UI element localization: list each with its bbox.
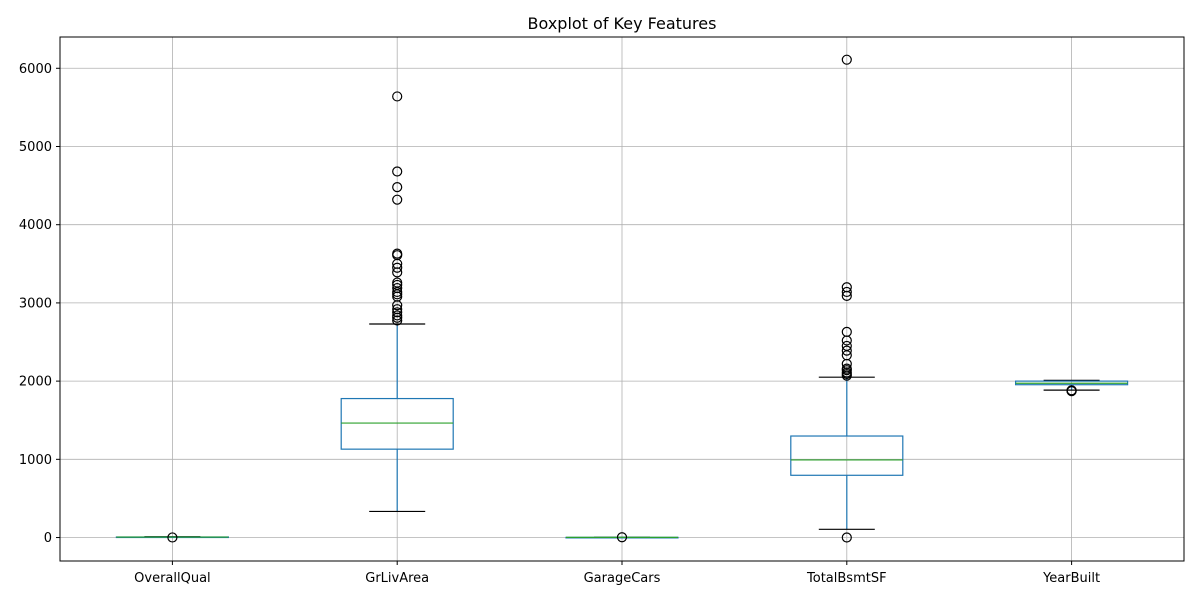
box-YearBuilt bbox=[1014, 379, 1129, 397]
plot-frame bbox=[59, 36, 1185, 562]
iqr-box bbox=[790, 435, 904, 476]
y-tick-label: 4000 bbox=[19, 218, 52, 233]
x-tick-label: GrLivArea bbox=[365, 571, 429, 586]
x-tick-label: GarageCars bbox=[584, 571, 661, 586]
outlier-point bbox=[841, 532, 852, 543]
outlier-point bbox=[392, 91, 403, 102]
outlier-point bbox=[841, 326, 852, 337]
outlier-point bbox=[841, 363, 852, 374]
outlier-point bbox=[392, 262, 403, 273]
box-GrLivArea bbox=[340, 91, 454, 513]
outlier-point bbox=[392, 304, 403, 315]
outlier-point bbox=[841, 345, 852, 356]
y-tick-label: 2000 bbox=[19, 375, 52, 390]
y-tick-label: 6000 bbox=[19, 62, 52, 77]
outlier-point bbox=[392, 277, 403, 288]
outlier-point bbox=[392, 315, 403, 326]
outlier-point bbox=[392, 282, 403, 294]
outlier-point bbox=[392, 310, 403, 321]
outlier-point bbox=[392, 182, 403, 193]
axis-layer: 0 1000 2000 3000 4000 5000 6000 OverallQual GrLi… bbox=[19, 62, 1100, 586]
outlier-point bbox=[392, 248, 403, 259]
y-tick-label: 3000 bbox=[19, 296, 52, 311]
outlier-point bbox=[616, 532, 628, 543]
x-tick-label: OverallQual bbox=[134, 571, 211, 586]
outlier-point bbox=[841, 54, 852, 65]
iqr-box bbox=[340, 397, 454, 450]
x-tick-label: YearBuilt bbox=[1042, 571, 1100, 586]
grid-layer bbox=[60, 37, 1184, 561]
box-GarageCars bbox=[565, 532, 679, 543]
outlier-point bbox=[392, 194, 403, 205]
outlier-point bbox=[841, 286, 852, 298]
box-TotalBsmtSF bbox=[790, 54, 904, 543]
box-OverallQual bbox=[115, 532, 230, 543]
outlier-point bbox=[841, 340, 852, 352]
chart-title: Boxplot of Key Features bbox=[528, 14, 717, 33]
outlier-point bbox=[392, 166, 403, 177]
y-tick-label: 5000 bbox=[19, 140, 52, 155]
box-layer bbox=[115, 54, 1129, 543]
outlier-point bbox=[167, 532, 178, 543]
outlier-point bbox=[1066, 385, 1077, 396]
outlier-point bbox=[841, 282, 852, 293]
x-tick-label: TotalBsmtSF bbox=[806, 571, 887, 586]
y-tick-label: 1000 bbox=[19, 453, 52, 468]
outlier-point bbox=[392, 307, 403, 318]
y-tick-label: 0 bbox=[44, 531, 52, 546]
